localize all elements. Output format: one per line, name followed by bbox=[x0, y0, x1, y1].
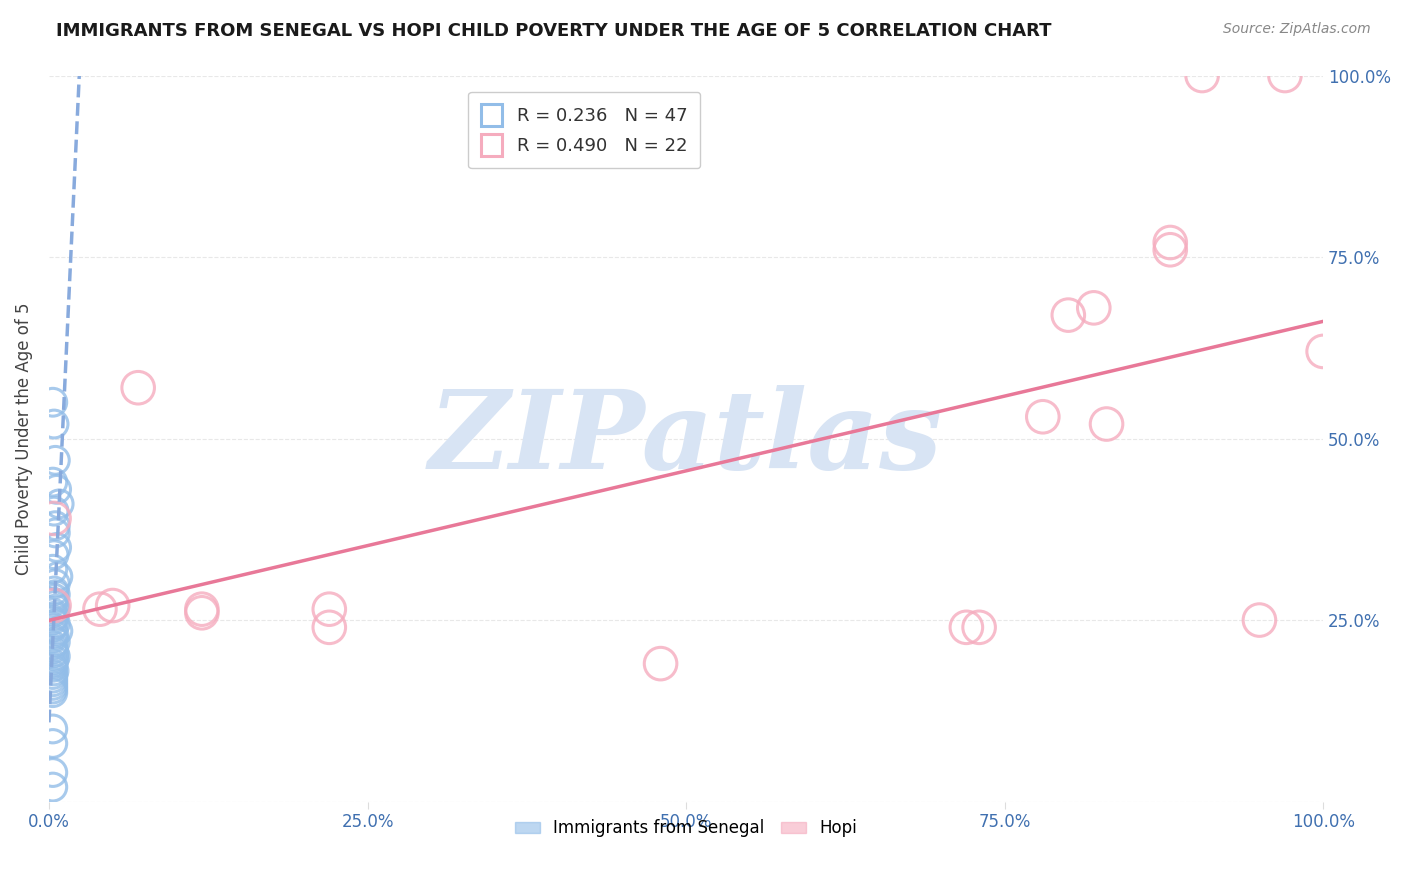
Point bbox=[42, 653, 65, 667]
Point bbox=[1159, 235, 1181, 250]
Point bbox=[1274, 69, 1296, 83]
Point bbox=[127, 381, 149, 395]
Point bbox=[42, 595, 65, 609]
Point bbox=[42, 599, 65, 613]
Point bbox=[101, 599, 124, 613]
Legend: Immigrants from Senegal, Hopi: Immigrants from Senegal, Hopi bbox=[508, 813, 863, 844]
Point bbox=[42, 646, 65, 660]
Point bbox=[42, 591, 65, 606]
Point bbox=[1083, 301, 1105, 315]
Point bbox=[48, 497, 70, 511]
Point bbox=[44, 616, 66, 631]
Point bbox=[1095, 417, 1118, 431]
Point bbox=[42, 417, 65, 431]
Point bbox=[318, 620, 340, 634]
Point bbox=[45, 541, 67, 555]
Point bbox=[42, 475, 65, 489]
Point bbox=[44, 453, 66, 467]
Point bbox=[42, 765, 65, 780]
Point bbox=[318, 602, 340, 616]
Point bbox=[967, 620, 990, 634]
Point bbox=[46, 569, 69, 583]
Point bbox=[42, 678, 65, 692]
Point bbox=[44, 649, 66, 664]
Point bbox=[42, 606, 65, 620]
Point bbox=[42, 511, 65, 525]
Point bbox=[42, 681, 65, 696]
Y-axis label: Child Poverty Under the Age of 5: Child Poverty Under the Age of 5 bbox=[15, 302, 32, 574]
Point bbox=[42, 660, 65, 674]
Point bbox=[44, 576, 66, 591]
Point bbox=[89, 602, 111, 616]
Point bbox=[42, 562, 65, 576]
Point bbox=[191, 606, 214, 620]
Point bbox=[1159, 243, 1181, 257]
Point bbox=[45, 483, 67, 497]
Point bbox=[44, 525, 66, 540]
Point bbox=[42, 609, 65, 624]
Point bbox=[650, 657, 672, 671]
Point bbox=[42, 664, 65, 678]
Point bbox=[42, 599, 65, 613]
Point bbox=[955, 620, 977, 634]
Point bbox=[42, 504, 65, 518]
Point bbox=[1312, 344, 1334, 359]
Text: Source: ZipAtlas.com: Source: ZipAtlas.com bbox=[1223, 22, 1371, 37]
Point bbox=[42, 674, 65, 689]
Point bbox=[44, 635, 66, 649]
Point bbox=[42, 722, 65, 736]
Text: ZIPatlas: ZIPatlas bbox=[429, 384, 943, 492]
Text: IMMIGRANTS FROM SENEGAL VS HOPI CHILD POVERTY UNDER THE AGE OF 5 CORRELATION CHA: IMMIGRANTS FROM SENEGAL VS HOPI CHILD PO… bbox=[56, 22, 1052, 40]
Point bbox=[42, 627, 65, 641]
Point bbox=[42, 584, 65, 599]
Point bbox=[42, 671, 65, 685]
Point bbox=[42, 639, 65, 653]
Point bbox=[44, 588, 66, 602]
Point bbox=[1057, 308, 1080, 322]
Point bbox=[42, 548, 65, 562]
Point bbox=[42, 395, 65, 409]
Point bbox=[42, 686, 65, 700]
Point bbox=[1032, 409, 1054, 424]
Point bbox=[46, 624, 69, 638]
Point bbox=[191, 602, 214, 616]
Point bbox=[42, 631, 65, 645]
Point bbox=[42, 642, 65, 657]
Point bbox=[42, 657, 65, 671]
Point bbox=[42, 737, 65, 751]
Point bbox=[42, 620, 65, 634]
Point bbox=[42, 613, 65, 627]
Point bbox=[1249, 613, 1271, 627]
Point bbox=[1191, 69, 1213, 83]
Point bbox=[44, 602, 66, 616]
Point bbox=[42, 780, 65, 794]
Point bbox=[44, 518, 66, 533]
Point bbox=[42, 667, 65, 681]
